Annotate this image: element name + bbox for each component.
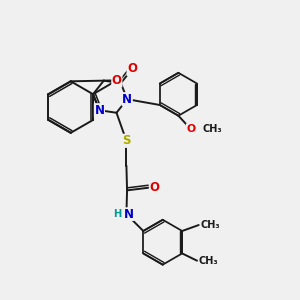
Text: CH₃: CH₃ (200, 220, 220, 230)
Text: N: N (122, 93, 132, 106)
Text: S: S (122, 134, 131, 147)
Text: O: O (112, 74, 122, 87)
Text: O: O (149, 181, 160, 194)
Text: CH₃: CH₃ (199, 256, 218, 266)
Text: N: N (124, 208, 134, 220)
Text: O: O (127, 62, 137, 75)
Text: N: N (94, 104, 104, 117)
Text: H: H (113, 209, 121, 219)
Text: O: O (186, 124, 196, 134)
Text: CH₃: CH₃ (202, 124, 222, 134)
